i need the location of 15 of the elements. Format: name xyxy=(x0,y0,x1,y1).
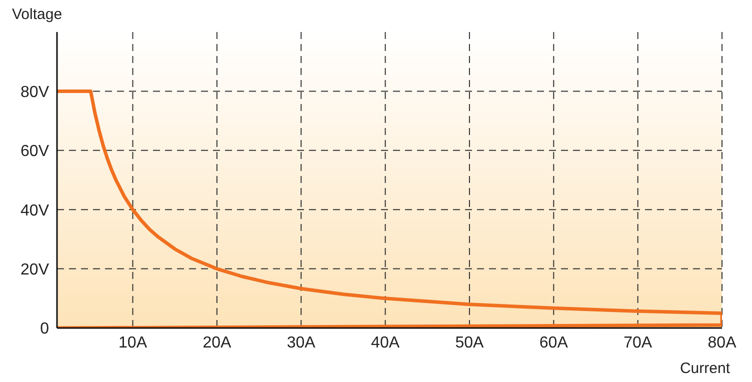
x-tick-label: 20A xyxy=(202,334,232,352)
x-tick-label: 70A xyxy=(624,334,652,352)
x-tick-label: 50A xyxy=(455,334,484,352)
x-axis-title: Current xyxy=(680,360,730,377)
y-tick-label: 60V xyxy=(20,143,50,160)
x-tick-label: 30A xyxy=(286,334,316,352)
x-tick-label: 80A xyxy=(708,334,737,352)
y-tick-label: 40V xyxy=(20,202,50,220)
x-tick-label: 40A xyxy=(371,334,400,352)
x-tick-label: 60A xyxy=(539,334,568,352)
y-axis-title: Voltage xyxy=(12,6,62,23)
y-tick-label: 20V xyxy=(20,261,50,278)
x-tick-label: 10A xyxy=(118,334,148,352)
y-tick-label: 0 xyxy=(40,320,50,338)
y-tick-label: 80V xyxy=(20,84,50,101)
